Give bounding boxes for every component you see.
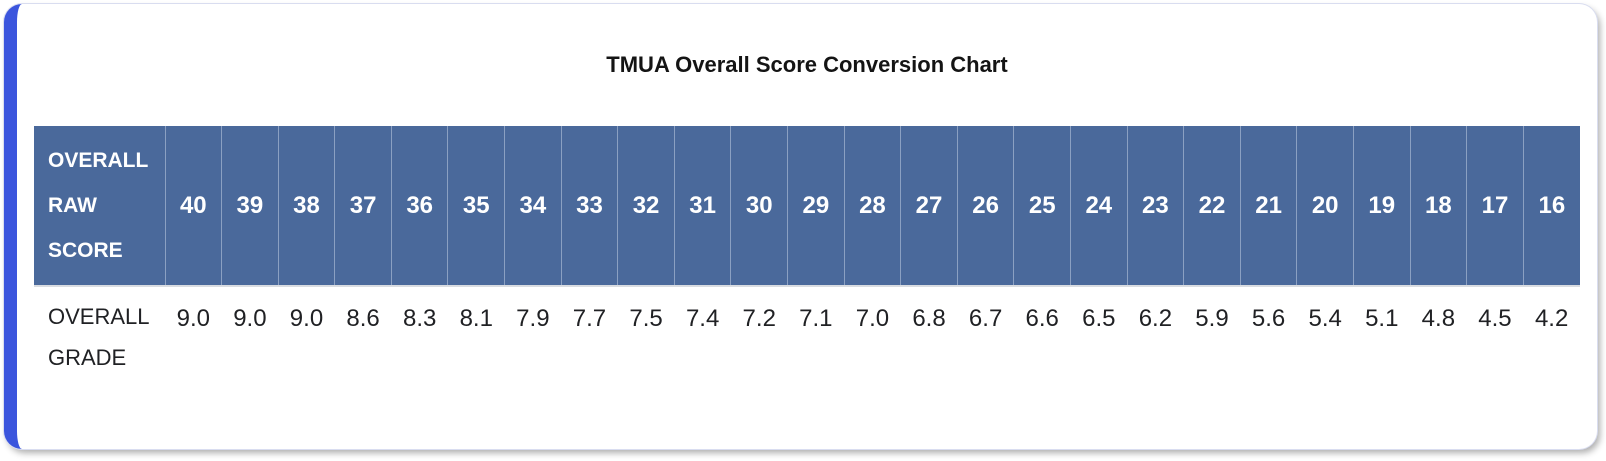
conversion-chart-card: TMUA Overall Score Conversion Chart OVER… xyxy=(4,4,1597,449)
grade-cell: 9.0 xyxy=(165,286,222,379)
raw-score-cell: 28 xyxy=(843,126,901,288)
grade-cell: 6.5 xyxy=(1070,286,1128,379)
grade-cell: 4.8 xyxy=(1410,286,1467,379)
grade-cell: 7.2 xyxy=(730,286,788,379)
raw-score-cell: 34 xyxy=(504,126,562,288)
grade-cell: 4.5 xyxy=(1466,286,1524,379)
raw-score-cell: 32 xyxy=(617,126,675,288)
grade-cell: 7.5 xyxy=(617,286,675,379)
grade-cell: 6.7 xyxy=(957,286,1014,379)
grade-cell: 8.1 xyxy=(447,286,505,379)
grade-cell: 5.1 xyxy=(1353,286,1411,379)
raw-score-cell: 37 xyxy=(334,126,392,288)
grade-cell: 9.0 xyxy=(221,286,279,379)
raw-score-cell: 23 xyxy=(1126,126,1184,288)
raw-score-cell: 39 xyxy=(221,126,279,288)
raw-score-cell: 30 xyxy=(730,126,788,288)
raw-score-cell: 19 xyxy=(1352,126,1411,288)
raw-score-cell: 33 xyxy=(560,126,618,288)
raw-score-cell: 38 xyxy=(277,126,335,288)
grade-cell: 7.1 xyxy=(787,286,845,379)
grade-cell: 8.6 xyxy=(334,286,392,379)
raw-score-cell: 17 xyxy=(1466,126,1524,288)
grade-cell: 6.6 xyxy=(1013,286,1071,379)
grade-cell: 7.7 xyxy=(561,286,618,379)
grade-cell: 5.9 xyxy=(1183,286,1241,379)
grade-cell: 8.3 xyxy=(391,286,448,379)
page-title: TMUA Overall Score Conversion Chart xyxy=(606,52,1008,77)
grade-cell: 7.9 xyxy=(504,286,562,379)
grade-cell: 4.2 xyxy=(1523,286,1580,379)
raw-score-cell: 36 xyxy=(390,126,448,288)
grade-cell: 6.2 xyxy=(1127,286,1184,379)
raw-score-cell: 26 xyxy=(956,126,1014,288)
raw-score-cell: 24 xyxy=(1070,126,1128,288)
raw-score-cell: 21 xyxy=(1239,126,1297,288)
conversion-table: OVERALL RAW SCORE 40 39 38 37 36 35 34 33 32 31 30… xyxy=(34,126,1580,379)
raw-score-cell: 31 xyxy=(673,126,731,288)
raw-score-row-label: OVERALL RAW SCORE xyxy=(34,126,165,288)
raw-score-cell: 35 xyxy=(447,126,505,288)
grade-cell: 9.0 xyxy=(278,286,335,379)
raw-score-cell: 20 xyxy=(1296,126,1354,288)
raw-score-cell: 16 xyxy=(1522,126,1580,288)
raw-score-cell: 25 xyxy=(1013,126,1071,288)
raw-score-cell: 27 xyxy=(900,126,958,288)
raw-score-header-row: OVERALL RAW SCORE 40 39 38 37 36 35 34 33 32 31 30… xyxy=(34,126,1580,288)
grade-cell: 5.6 xyxy=(1240,286,1297,379)
raw-score-cell: 40 xyxy=(164,126,222,288)
raw-score-cell: 29 xyxy=(787,126,845,288)
raw-score-cell: 18 xyxy=(1409,126,1467,288)
grade-cell: 7.0 xyxy=(844,286,901,379)
grade-cell: 6.8 xyxy=(900,286,958,379)
grade-cell: 5.4 xyxy=(1296,286,1354,379)
grade-row-label: OVERALL GRADE xyxy=(34,286,165,379)
raw-score-cell: 22 xyxy=(1183,126,1241,288)
grade-row: OVERALL GRADE 9.0 9.0 9.0 8.6 8.3 8.1 7.9 7.7 7.… xyxy=(34,286,1580,379)
grade-cell: 7.4 xyxy=(674,286,731,379)
